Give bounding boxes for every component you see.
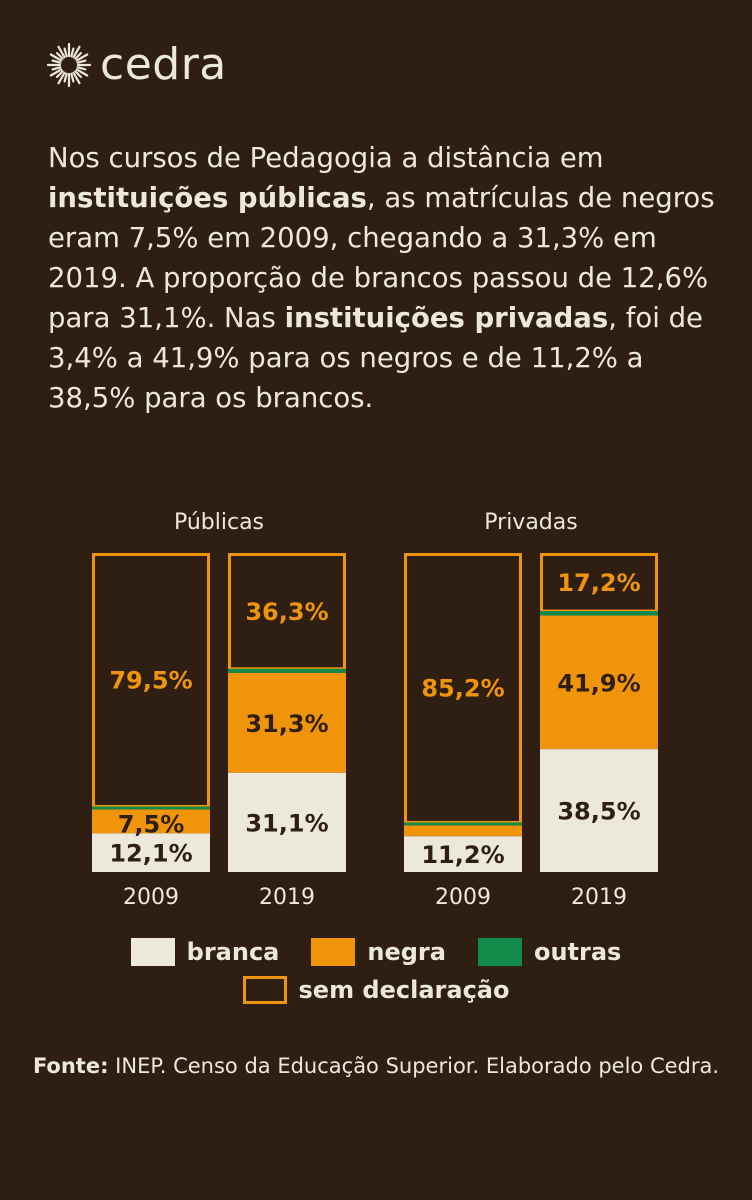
logo-ray xyxy=(51,59,62,64)
logo-ray xyxy=(76,59,87,64)
logo-ray xyxy=(49,53,63,62)
data-label-branca: 11,2% xyxy=(421,841,504,869)
data-label-negra: 41,9% xyxy=(557,669,640,697)
x-tick-label: 2009 xyxy=(435,885,491,910)
intro-bold-privadas: instituições privadas xyxy=(284,302,609,334)
stacked-bar-chart: Públicas 79,5% 7,5%12,1% 2009 36,3% 31,3% 31,1… xyxy=(92,510,658,910)
logo-ray xyxy=(51,66,62,71)
data-label-sem-declaracao: 85,2% xyxy=(421,675,504,703)
intro-paragraph: Nos cursos de Pedagogia a distância em i… xyxy=(48,138,718,418)
legend-swatch-outras xyxy=(477,938,522,966)
bar-segment-sem-declaracao xyxy=(404,553,522,824)
legend-swatch-sem-declaracao xyxy=(242,976,287,1004)
intro-bold-publicas: instituições públicas xyxy=(48,182,367,214)
chart-legend: branca negra outras sem declaração xyxy=(0,938,752,1004)
bar-segment-outras xyxy=(228,668,346,673)
intro-text-1: Nos cursos de Pedagogia a distância em xyxy=(48,142,604,174)
x-tick-label: 2019 xyxy=(571,885,627,910)
bar-segment-branca xyxy=(228,772,346,872)
legend-item-branca: branca xyxy=(130,938,280,966)
bar-segment-sem-declaracao xyxy=(92,553,210,808)
source-text: INEP. Censo da Educação Superior. Elabor… xyxy=(108,1054,720,1078)
bar-segment-branca xyxy=(540,749,658,872)
data-label-branca: 31,1% xyxy=(245,809,328,837)
intro-text-2: , as matrículas de negros eram 7,5% em 2… xyxy=(48,182,715,334)
bar-segment-sem-declaracao xyxy=(228,553,346,671)
logo-ray xyxy=(75,53,89,62)
logo-ray xyxy=(72,45,81,59)
intro-text-3: , foi de 3,4% a 41,9% para os negros e d… xyxy=(48,302,703,414)
bar-segment-negra xyxy=(404,825,522,837)
data-label-sem-declaracao: 79,5% xyxy=(109,667,192,695)
logo-ray xyxy=(63,47,68,58)
bar-segment-branca xyxy=(92,833,210,872)
logo-ray xyxy=(57,45,66,59)
legend-label-outras: outras xyxy=(533,938,622,966)
group-title: Privadas xyxy=(484,510,577,535)
x-tick-label: 2019 xyxy=(259,885,315,910)
logo-ray xyxy=(57,71,66,85)
bar-segment-negra xyxy=(92,809,210,834)
legend-swatch-branca xyxy=(130,938,175,966)
logo-ray xyxy=(72,71,81,85)
legend-item-negra: negra xyxy=(311,938,446,966)
legend-item-sem-declaracao: sem declaração xyxy=(242,976,510,1004)
group-title: Públicas xyxy=(174,510,264,535)
data-label-negra: 31,3% xyxy=(245,710,328,738)
bar-segment-outras xyxy=(92,806,210,810)
logo-ray xyxy=(55,51,64,60)
source-label: Fonte: xyxy=(32,1054,109,1078)
bar-segment-outras xyxy=(540,611,658,616)
legend-swatch-negra xyxy=(311,938,356,966)
data-label-sem-declaracao: 17,2% xyxy=(557,569,640,597)
logo-ray xyxy=(74,70,83,79)
logo-ray xyxy=(70,72,75,83)
bar-segment-negra xyxy=(540,615,658,750)
bar-segment-sem-declaracao xyxy=(540,553,658,613)
logo-ray xyxy=(55,70,64,79)
bar-segment-outras xyxy=(404,822,522,826)
x-tick-label: 2009 xyxy=(123,885,179,910)
legend-item-outras: outras xyxy=(477,938,622,966)
brand-logo: cedra xyxy=(46,42,227,88)
logo-ray xyxy=(49,68,63,77)
logo-ray xyxy=(70,47,75,58)
sun-burst-icon xyxy=(46,42,92,88)
legend-label-branca: branca xyxy=(186,938,280,966)
legend-label-sem-declaracao: sem declaração xyxy=(298,976,510,1004)
source-note: Fonte: INEP. Censo da Educação Superior.… xyxy=(30,1052,722,1081)
legend-label-negra: negra xyxy=(367,938,446,966)
bar-segment-branca xyxy=(404,836,522,872)
logo-ray xyxy=(76,66,87,71)
logo-ray xyxy=(63,72,68,83)
data-label-branca: 12,1% xyxy=(109,840,192,868)
bar-segment-negra xyxy=(228,672,346,773)
logo-ray xyxy=(75,68,89,77)
brand-name: cedra xyxy=(100,39,227,90)
logo-ray xyxy=(74,51,83,60)
data-label-branca: 38,5% xyxy=(557,798,640,826)
data-label-negra: 7,5% xyxy=(118,810,185,838)
data-label-sem-declaracao: 36,3% xyxy=(245,598,328,626)
